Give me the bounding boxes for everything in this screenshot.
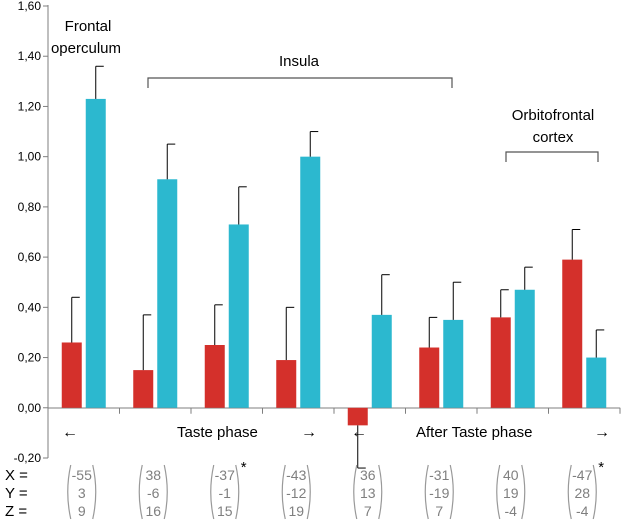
cyan-bar bbox=[157, 179, 178, 408]
red-bar bbox=[133, 370, 154, 408]
coord-paren-left bbox=[138, 464, 143, 520]
y-tick-label: 0,00 bbox=[18, 401, 42, 415]
coord-y-value: -12 bbox=[286, 485, 306, 501]
coord-y-value: 28 bbox=[574, 485, 590, 501]
cyan-bar bbox=[514, 289, 535, 408]
coord-y-value: -1 bbox=[219, 485, 232, 501]
bar-group bbox=[61, 65, 607, 469]
coord-x-value: -37 bbox=[215, 467, 235, 483]
y-tick-label: 1,00 bbox=[18, 150, 42, 164]
red-bar bbox=[204, 345, 225, 408]
coord-z-value: -4 bbox=[505, 503, 518, 519]
after-taste-phase-label: After Taste phase bbox=[416, 424, 532, 441]
x-tick-group bbox=[119, 407, 621, 414]
cyan-bar bbox=[300, 156, 321, 408]
coord-significance-star: * bbox=[598, 459, 604, 476]
coord-paren-left bbox=[67, 464, 72, 520]
coord-paren-right bbox=[163, 464, 168, 520]
orbitofrontal-label-line1: Orbitofrontal bbox=[512, 107, 595, 124]
taste-phase-label: Taste phase bbox=[177, 424, 258, 441]
coord-label-x: X = bbox=[5, 467, 28, 484]
red-bar bbox=[419, 347, 440, 408]
coord-x-value: 36 bbox=[360, 467, 376, 483]
coord-z-value: 15 bbox=[217, 503, 233, 519]
y-tick-label: 0,20 bbox=[18, 351, 42, 365]
coord-z-value: 16 bbox=[145, 503, 161, 519]
cyan-bar bbox=[371, 314, 392, 408]
coord-paren-right bbox=[92, 464, 97, 520]
y-tick-label: 0,40 bbox=[18, 300, 42, 314]
y-tick-label: 0,80 bbox=[18, 200, 42, 214]
y-tick-label: -0,20 bbox=[14, 451, 42, 465]
coord-x-value: -47 bbox=[572, 467, 592, 483]
coord-x-value: -55 bbox=[72, 467, 92, 483]
coord-x-value: 40 bbox=[503, 467, 519, 483]
coord-paren-left bbox=[567, 464, 572, 520]
coord-x-value: -43 bbox=[286, 467, 306, 483]
coord-paren-right bbox=[592, 464, 597, 520]
y-tick-label: 1,20 bbox=[18, 99, 42, 113]
coord-paren-left bbox=[424, 464, 429, 520]
cyan-bar bbox=[443, 319, 464, 408]
coord-z-value: 7 bbox=[364, 503, 372, 519]
frontal-operculum-label-line1: Frontal bbox=[65, 18, 112, 35]
coord-paren-left bbox=[496, 464, 501, 520]
coord-significance-star: * bbox=[241, 459, 247, 476]
cyan-bar bbox=[586, 357, 607, 408]
y-tick-label: 1,40 bbox=[18, 49, 42, 63]
y-tick-label: 0,60 bbox=[18, 250, 42, 264]
coord-y-value: 13 bbox=[360, 485, 376, 501]
after-taste-phase-arrow-left: ← bbox=[351, 424, 367, 441]
y-tick-group: -0,20 0,00 0,20 0,40 0,60 0,80 1,00 1,20 1,40 1,6… bbox=[14, 0, 48, 465]
coord-paren-left bbox=[210, 464, 215, 520]
cyan-bar bbox=[85, 98, 106, 408]
y-tick-label: 1,60 bbox=[18, 0, 42, 13]
frontal-operculum-label-line2: operculum bbox=[51, 40, 121, 57]
after-taste-phase-arrow-right: → bbox=[594, 424, 610, 441]
coord-z-value: 7 bbox=[435, 503, 443, 519]
coord-paren-right bbox=[521, 464, 526, 520]
coord-paren-right bbox=[449, 464, 454, 520]
insula-bracket bbox=[147, 77, 453, 88]
coord-y-value: -19 bbox=[429, 485, 449, 501]
coord-label-y: Y = bbox=[5, 485, 28, 502]
coord-y-value: -6 bbox=[147, 485, 160, 501]
coord-paren-right bbox=[235, 464, 240, 520]
red-bar bbox=[61, 342, 82, 408]
coord-z-value: -4 bbox=[576, 503, 589, 519]
coord-y-value: 19 bbox=[503, 485, 519, 501]
insula-label: Insula bbox=[279, 53, 320, 70]
taste-phase-arrow-right: → bbox=[301, 424, 317, 441]
coord-x-value: -31 bbox=[429, 467, 449, 483]
red-bar bbox=[276, 360, 297, 408]
orbitofrontal-bracket bbox=[505, 151, 599, 162]
coordinate-columns: -55 3 9 38 -6 16 -37 -1 15 * -43 -12 19 36 13 7 -31 -19 7 4… bbox=[67, 459, 604, 520]
cyan-bar bbox=[228, 224, 249, 408]
coord-label-z: Z = bbox=[5, 503, 27, 520]
coord-y-value: 3 bbox=[78, 485, 86, 501]
orbitofrontal-label-line2: cortex bbox=[533, 129, 574, 146]
coord-paren-right bbox=[378, 464, 383, 520]
taste-phase-arrow-left: ← bbox=[62, 424, 78, 441]
coord-z-value: 19 bbox=[288, 503, 304, 519]
red-bar bbox=[490, 317, 511, 408]
coord-x-value: 38 bbox=[145, 467, 161, 483]
coord-paren-right bbox=[306, 464, 311, 520]
red-bar bbox=[562, 259, 583, 408]
coord-paren-left bbox=[281, 464, 286, 520]
coord-z-value: 9 bbox=[78, 503, 86, 519]
coord-paren-left bbox=[353, 464, 358, 520]
red-bar bbox=[347, 407, 368, 426]
